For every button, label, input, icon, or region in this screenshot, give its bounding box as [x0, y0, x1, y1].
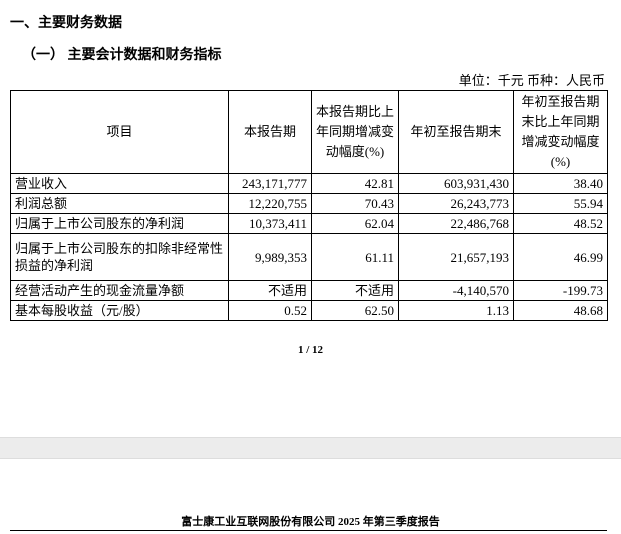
- header-current-change: 本报告期比上年同期增减变动幅度(%): [311, 90, 399, 174]
- cell-value: 48.52: [513, 213, 608, 234]
- page-break: [0, 437, 621, 459]
- footer-title: 富士康工业互联网股份有限公司 2025 年第三季度报告: [181, 516, 440, 528]
- cell-value: 42.81: [311, 173, 399, 194]
- row-label: 归属于上市公司股东的净利润: [10, 213, 229, 234]
- table-row: 基本每股收益（元/股） 0.52 62.50 1.13 48.68: [10, 300, 608, 321]
- cell-value: 243,171,777: [228, 173, 312, 194]
- page-number: 1 / 12: [297, 344, 324, 356]
- cell-value: 46.99: [513, 233, 608, 281]
- header-current: 本报告期: [228, 90, 312, 174]
- footer-rule: [10, 530, 607, 531]
- financial-table: 项目 本报告期 本报告期比上年同期增减变动幅度(%) 年初至报告期末 年初至报告…: [10, 90, 608, 321]
- cell-value: 不适用: [311, 280, 399, 301]
- section-title: 一、主要财务数据: [10, 16, 122, 31]
- cell-value: 1.13: [398, 300, 514, 321]
- cell-value: 70.43: [311, 193, 399, 214]
- row-label: 利润总额: [10, 193, 229, 214]
- cell-value: 不适用: [228, 280, 312, 301]
- subsection-title: （一） 主要会计数据和财务指标: [22, 48, 222, 63]
- cell-value: 61.11: [311, 233, 399, 281]
- header-item: 项目: [10, 90, 229, 174]
- row-label: 经营活动产生的现金流量净额: [10, 280, 229, 301]
- table-row: 归属于上市公司股东的扣除非经常性损益的净利润 9,989,353 61.11 21,6…: [10, 233, 608, 281]
- cell-value: 38.40: [513, 173, 608, 194]
- table-row: 利润总额 12,220,755 70.43 26,243,773 55.94: [10, 193, 608, 214]
- cell-value: -199.73: [513, 280, 608, 301]
- cell-value: 21,657,193: [398, 233, 514, 281]
- cell-value: 603,931,430: [398, 173, 514, 194]
- cell-value: 55.94: [513, 193, 608, 214]
- header-ytd: 年初至报告期末: [398, 90, 514, 174]
- cell-value: -4,140,570: [398, 280, 514, 301]
- cell-value: 10,373,411: [228, 213, 312, 234]
- cell-value: 0.52: [228, 300, 312, 321]
- unit-label: 单位：千元 币种：人民币: [458, 73, 605, 88]
- table-row: 经营活动产生的现金流量净额 不适用 不适用 -4,140,570 -199.73: [10, 280, 608, 301]
- cell-value: 48.68: [513, 300, 608, 321]
- table-row: 归属于上市公司股东的净利润 10,373,411 62.04 22,486,768 48…: [10, 213, 608, 234]
- cell-value: 12,220,755: [228, 193, 312, 214]
- cell-value: 62.50: [311, 300, 399, 321]
- cell-value: 26,243,773: [398, 193, 514, 214]
- cell-value: 22,486,768: [398, 213, 514, 234]
- row-label: 归属于上市公司股东的扣除非经常性损益的净利润: [10, 233, 229, 281]
- header-ytd-change: 年初至报告期末比上年同期增减变动幅度(%): [513, 90, 608, 174]
- row-label: 营业收入: [10, 173, 229, 194]
- cell-value: 62.04: [311, 213, 399, 234]
- table-row: 营业收入 243,171,777 42.81 603,931,430 38.40: [10, 173, 608, 194]
- row-label: 基本每股收益（元/股）: [10, 300, 229, 321]
- cell-value: 9,989,353: [228, 233, 312, 281]
